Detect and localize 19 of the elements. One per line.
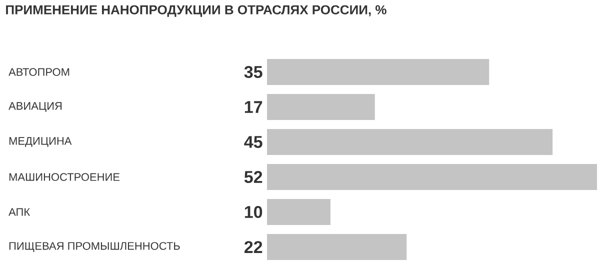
bar xyxy=(267,59,490,86)
data-label: 35 xyxy=(244,66,262,78)
chart-title: ПРИМЕНЕНИЕ НАНОПРОДУКЦИИ В ОТРАСЛЯХ РОССИИ, % xyxy=(6,5,386,17)
data-label: 17 xyxy=(244,101,262,113)
y-tick-label: МАШИНОСТРОЕНИЕ xyxy=(9,173,120,181)
data-label: 10 xyxy=(244,206,262,218)
data-label: 45 xyxy=(244,136,262,148)
y-tick-label: МЕДИЦИНА xyxy=(9,137,72,147)
y-tick-label: АВТОПРОМ xyxy=(8,68,70,76)
bar xyxy=(267,129,553,156)
bar xyxy=(267,234,407,260)
data-label: 22 xyxy=(244,241,262,253)
bar xyxy=(267,199,330,226)
bar xyxy=(267,164,597,190)
y-tick-label: АПК xyxy=(8,208,30,216)
bar xyxy=(267,94,375,120)
data-label: 52 xyxy=(244,170,262,184)
y-tick-label: АВИАЦИЯ xyxy=(8,102,62,112)
y-tick-label: ПИЩЕВАЯ ПРОМЫШЛЕННОСТЬ xyxy=(9,242,180,252)
